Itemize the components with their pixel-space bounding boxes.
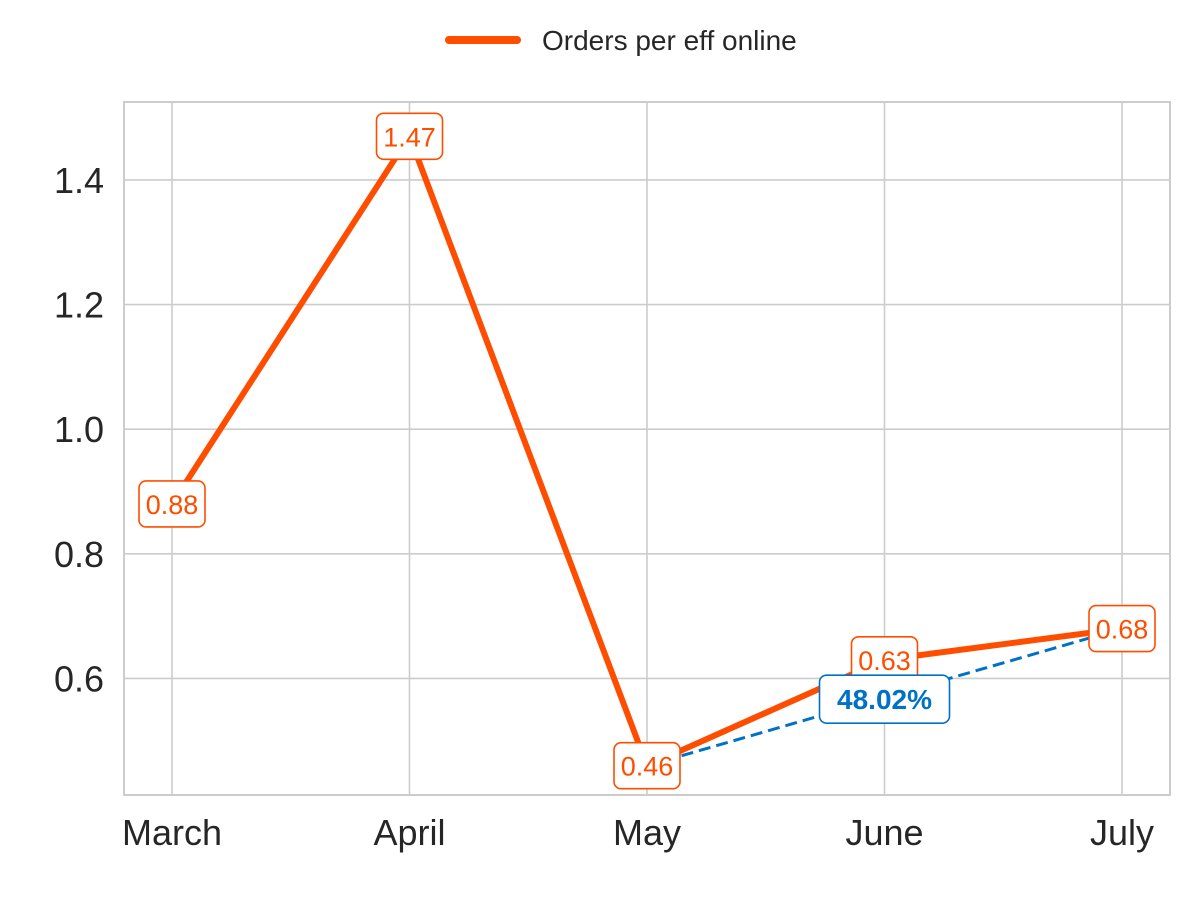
data-label-text: 0.88	[146, 490, 199, 520]
change-annotation-box	[818, 674, 951, 724]
change-annotation	[646, 627, 1123, 768]
y-tick-label: 1.4	[54, 160, 104, 201]
x-tick-label: March	[122, 812, 222, 853]
x-tick-label: June	[845, 812, 923, 853]
plot-frame	[123, 101, 1171, 796]
data-label: 1.47	[375, 112, 444, 161]
change-annotation-line	[646, 627, 1123, 768]
data-label-box	[1088, 604, 1156, 653]
data-label: 0.46	[613, 741, 681, 790]
x-tick-label: May	[613, 812, 681, 853]
data-label-text: 0.68	[1096, 615, 1149, 645]
data-label-box	[138, 480, 206, 528]
data-label-text: 0.63	[858, 646, 911, 676]
y-tick-label: 1.2	[54, 285, 104, 326]
data-label-text: 1.47	[383, 122, 436, 152]
x-axis: March April May June July	[122, 812, 1154, 853]
data-label-box	[375, 112, 444, 161]
x-tick-label: April	[373, 812, 445, 853]
data-label: 0.88	[138, 480, 206, 528]
data-label-text: 0.46	[621, 752, 674, 782]
y-tick-label: 1.0	[54, 409, 104, 450]
y-axis: 0.6 0.8 1.0 1.2 1.4	[54, 160, 104, 700]
y-tick-label: 0.6	[54, 658, 104, 699]
data-label: 0.68	[1088, 604, 1156, 653]
y-tick-label: 0.8	[54, 534, 104, 575]
change-annotation-label: 48.02%	[818, 674, 951, 724]
legend-label: Orders per eff online	[542, 25, 797, 56]
grid	[124, 102, 1170, 795]
x-tick-label: July	[1090, 812, 1154, 853]
data-label-box	[613, 741, 681, 790]
change-annotation-text: 48.02%	[837, 684, 932, 715]
legend: Orders per eff online	[445, 25, 797, 56]
data-labels: 0.88 1.47 0.46 0.63 0.68 48.02%	[138, 112, 1156, 790]
